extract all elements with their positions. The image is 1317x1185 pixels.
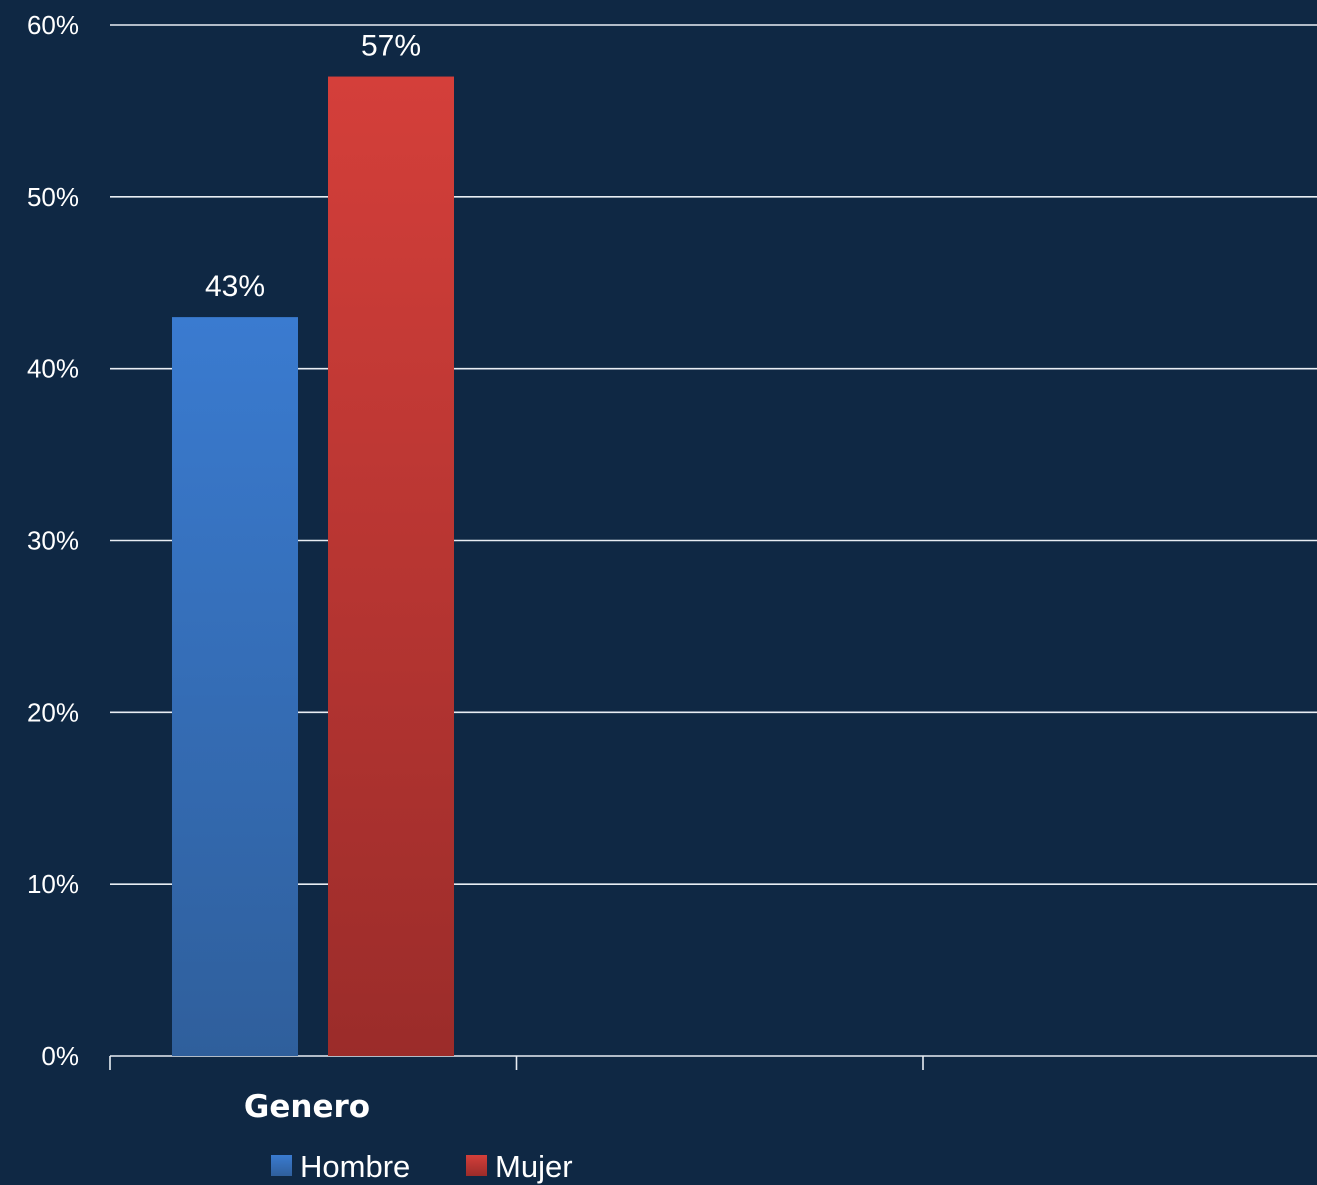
y-tick-label: 0% — [41, 1041, 79, 1071]
x-axis — [109, 1055, 1317, 1070]
bar-mujer — [328, 76, 454, 1057]
y-tick-label: 20% — [27, 697, 79, 727]
y-tick-label: 50% — [27, 182, 79, 212]
y-tick-label: 40% — [27, 354, 79, 384]
data-label-hombre: 43% — [205, 270, 265, 303]
y-tick-label: 60% — [27, 10, 79, 40]
gridlines — [110, 24, 1317, 885]
legend: Hombre Mujer — [271, 1149, 573, 1184]
bars — [172, 76, 454, 1057]
legend-swatch-hombre — [271, 1155, 292, 1176]
data-label-mujer: 57% — [361, 30, 421, 63]
bar-hombre — [172, 317, 298, 1056]
y-tick-label: 30% — [27, 526, 79, 556]
legend-label-hombre: Hombre — [300, 1149, 410, 1184]
legend-label-mujer: Mujer — [495, 1149, 573, 1184]
y-axis-tick-labels: 0% 10% 20% 30% 40% 50% 60% — [27, 10, 79, 1071]
data-labels: 43% 57% — [205, 30, 421, 304]
category-label: Genero — [244, 1089, 370, 1125]
legend-swatch-mujer — [466, 1155, 487, 1176]
category-labels: Genero — [244, 1089, 370, 1125]
y-tick-label: 10% — [27, 869, 79, 899]
